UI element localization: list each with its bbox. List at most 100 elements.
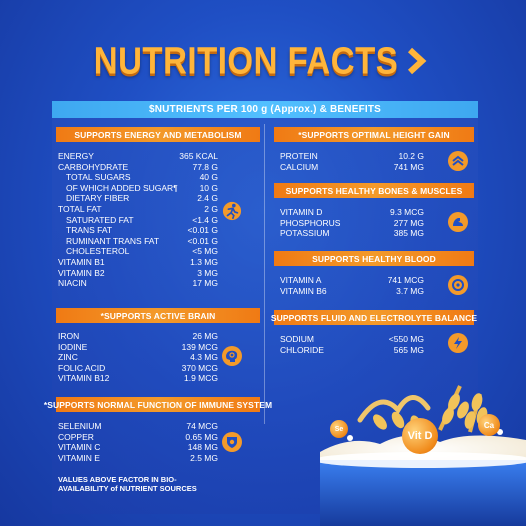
table-row: CALCIUM 741 MG xyxy=(280,162,424,173)
table-row: PHOSPHORUS 277 MG xyxy=(280,218,424,229)
row-value: 4.3 MG xyxy=(190,352,218,363)
row-name: ZINC xyxy=(58,352,78,363)
row-value: 148 MG xyxy=(187,442,218,453)
section-heading-brain: *SUPPORTS ACTIVE BRAIN xyxy=(56,308,260,323)
row-name: TOTAL FAT xyxy=(58,203,102,214)
table-row: TRANS FAT <0.01 G xyxy=(58,225,218,236)
energy-rows: ENERGY 365 KCAL CARBOHYDRATE 77.8 G TOTAL … xyxy=(58,151,218,289)
table-row: OF WHICH ADDED SUGAR¶ 10 G xyxy=(58,183,218,194)
title-row: NUTRITION FACTS xyxy=(0,39,526,82)
lightning-bolt-icon xyxy=(448,333,468,353)
column-divider xyxy=(264,124,265,424)
table-row: POTASSIUM 385 MG xyxy=(280,228,424,239)
row-value: 741 MCG xyxy=(387,275,424,285)
row-name: PROTEIN xyxy=(280,151,318,161)
section-heading-fluid: SUPPORTS FLUID AND ELECTROLYTE BALANCE xyxy=(271,310,477,325)
table-row: COPPER 0.65 MG xyxy=(58,432,218,443)
table-row: VITAMIN B2 3 MG xyxy=(58,268,218,279)
row-value: 3 MG xyxy=(197,267,218,278)
section-heading-immune: *SUPPORTS NORMAL FUNCTION OF IMMUNE SYST… xyxy=(44,397,272,412)
row-value: <1.4 G xyxy=(192,214,218,225)
table-row: VITAMIN B12 1.9 MCG xyxy=(58,373,218,384)
row-value: 9.3 MCG xyxy=(389,207,424,217)
calcium-orb: Ca xyxy=(478,414,500,436)
table-row: VITAMIN A 741 MCG xyxy=(280,275,424,286)
row-name: VITAMIN B12 xyxy=(58,373,110,384)
row-value: 3.7 MG xyxy=(396,285,424,296)
row-name: VITAMIN C xyxy=(58,442,101,453)
table-row: DIETARY FIBER 2.4 G xyxy=(58,193,218,204)
row-value: 2.4 G xyxy=(197,193,218,204)
table-row: IODINE 139 MCG xyxy=(58,342,218,353)
row-value: 10.2 G xyxy=(398,151,424,161)
page-title: NUTRITION FACTS xyxy=(93,39,399,82)
table-row: FOLIC ACID 370 MCG xyxy=(58,363,218,374)
height-rows: PROTEIN 10.2 G CALCIUM 741 MG xyxy=(280,151,424,172)
chevron-right-icon xyxy=(408,47,427,75)
row-name: OF WHICH ADDED SUGAR¶ xyxy=(66,182,178,193)
section-heading-height: *SUPPORTS OPTIMAL HEIGHT GAIN xyxy=(274,127,474,142)
row-name: SATURATED FAT xyxy=(66,214,134,225)
double-chevron-up-icon xyxy=(448,151,468,171)
table-row: RUMINANT TRANS FAT <0.01 G xyxy=(58,236,218,247)
table-row: IRON 26 MG xyxy=(58,331,218,342)
row-value: 26 MG xyxy=(192,331,218,341)
row-value: 365 KCAL xyxy=(179,151,218,161)
table-row: CHOLESTEROL <5 MG xyxy=(58,246,218,257)
table-row: SATURATED FAT <1.4 G xyxy=(58,215,218,226)
table-row: VITAMIN D 9.3 MCG xyxy=(280,207,424,218)
row-name: PHOSPHORUS xyxy=(280,217,341,228)
row-name: TOTAL SUGARS xyxy=(66,172,131,183)
table-row: VITAMIN B1 1.3 MG xyxy=(58,257,218,268)
muscle-arm-icon xyxy=(448,212,468,232)
blood-cell-icon xyxy=(448,275,468,295)
row-name: VITAMIN A xyxy=(280,275,322,285)
row-name: POTASSIUM xyxy=(280,228,330,239)
blood-rows: VITAMIN A 741 MCG VITAMIN B6 3.7 MG xyxy=(280,275,424,296)
row-value: <0.01 G xyxy=(187,225,218,236)
row-value: 277 MG xyxy=(393,217,424,228)
row-value: 139 MCG xyxy=(181,341,218,352)
table-row: VITAMIN E 2.5 MG xyxy=(58,453,218,464)
row-name: IRON xyxy=(58,331,80,341)
section-heading-energy: SUPPORTS ENERGY AND METABOLISM xyxy=(56,127,260,142)
row-value: 17 MG xyxy=(192,278,218,289)
row-name: ENERGY xyxy=(58,151,94,161)
section-heading-bones: SUPPORTS HEALTHY BONES & MUSCLES xyxy=(274,183,474,198)
row-value: 2.5 MG xyxy=(190,452,218,463)
table-row: TOTAL FAT 2 G xyxy=(58,204,218,215)
row-name: VITAMIN E xyxy=(58,452,100,463)
table-row: VITAMIN B6 3.7 MG xyxy=(280,286,424,297)
row-name: SODIUM xyxy=(280,334,314,344)
table-row: ENERGY 365 KCAL xyxy=(58,151,218,162)
brain-rows: IRON 26 MG IODINE 139 MCG ZINC 4.3 MG FOLIC… xyxy=(58,331,218,384)
row-name: CHOLESTEROL xyxy=(66,246,130,257)
row-name: VITAMIN B6 xyxy=(280,285,327,296)
row-value: 40 G xyxy=(199,172,218,183)
bones-rows: VITAMIN D 9.3 MCG PHOSPHORUS 277 MG POTASS… xyxy=(280,207,424,239)
table-row: SODIUM <550 MG xyxy=(280,334,424,345)
table-row: NIACIN 17 MG xyxy=(58,278,218,289)
row-name: RUMINANT TRANS FAT xyxy=(66,235,160,246)
table-row: ZINC 4.3 MG xyxy=(58,352,218,363)
table-row: CHLORIDE 565 MG xyxy=(280,345,424,356)
row-name: FOLIC ACID xyxy=(58,362,106,373)
row-name: CARBOHYDRATE xyxy=(58,161,129,172)
row-value: 74 MCG xyxy=(186,421,218,431)
footnote: VALUES ABOVE FACTOR IN BIO-AVAILABILITY … xyxy=(58,475,197,493)
row-name: VITAMIN D xyxy=(280,207,323,217)
row-value: 77.8 G xyxy=(192,161,218,172)
nutrients-banner: $NUTRIENTS PER 100 g (Approx.) & BENEFIT… xyxy=(52,101,478,118)
section-heading-blood: SUPPORTS HEALTHY BLOOD xyxy=(274,251,474,266)
row-value: 1.3 MG xyxy=(190,256,218,267)
row-name: CHLORIDE xyxy=(280,344,324,355)
row-name: DIETARY FIBER xyxy=(66,193,130,204)
brain-gear-icon xyxy=(222,346,242,366)
row-value: 565 MG xyxy=(393,344,424,355)
table-row: VITAMIN C 148 MG xyxy=(58,442,218,453)
running-person-icon xyxy=(222,201,242,221)
row-value: 370 MCG xyxy=(181,362,218,373)
row-name: VITAMIN B2 xyxy=(58,267,105,278)
row-name: TRANS FAT xyxy=(66,225,113,236)
row-name: SELENIUM xyxy=(58,421,102,431)
